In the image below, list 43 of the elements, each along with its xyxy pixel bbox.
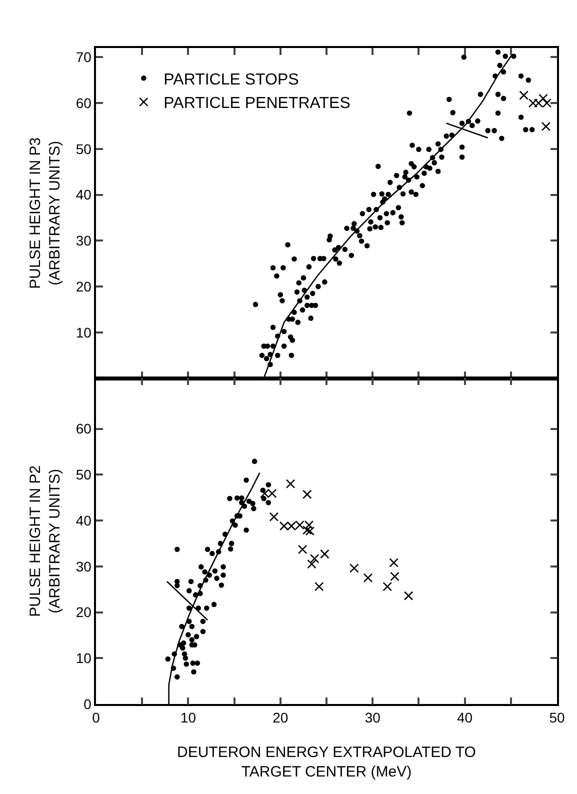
x-tick-label: 20	[272, 710, 288, 726]
y-tick-label: 30	[76, 232, 92, 249]
point	[314, 582, 324, 592]
y-tick-label: 10	[76, 650, 92, 666]
y-tick-label: 20	[76, 278, 92, 294]
point	[363, 573, 373, 582]
point	[404, 591, 414, 600]
y-tick-label: 0	[84, 696, 92, 712]
x-tick-label: 50	[549, 710, 565, 726]
point	[382, 582, 392, 592]
point	[390, 572, 400, 582]
y-tick-label: 30	[76, 558, 92, 574]
point	[541, 122, 551, 132]
y-tick-label: 50	[76, 140, 92, 157]
legend-label: PARTICLE PENETRATES	[164, 95, 350, 112]
point	[320, 549, 330, 559]
x-tick-label: 30	[364, 710, 381, 726]
y-tick-label: 60	[76, 94, 92, 111]
point	[310, 554, 320, 564]
y-tick-label: 40	[76, 186, 92, 203]
point	[538, 94, 548, 104]
y-tick-label: 60	[76, 420, 92, 437]
y-tick-label: 50	[76, 466, 92, 483]
legend-label: PARTICLE STOPS	[164, 71, 299, 88]
point	[389, 558, 398, 568]
x-axis-title: DEUTERON ENERGY EXTRAPOLATED TO TARGET CENTER (MeV)	[177, 744, 476, 781]
point	[307, 559, 316, 569]
point	[286, 479, 296, 488]
point	[350, 564, 359, 573]
point	[298, 544, 308, 554]
x-tick-label: 10	[180, 710, 196, 726]
point	[269, 512, 279, 522]
y-tick-label: 70	[76, 49, 92, 66]
y-tick-label: 10	[76, 324, 92, 340]
y-tick-label: 40	[76, 512, 92, 528]
point	[302, 525, 312, 535]
y-tick-label: 20	[76, 604, 92, 620]
y-axis-title: PULSE HEIGHT IN P2 (ARBITRARY UNITS)	[27, 465, 64, 617]
point	[305, 526, 315, 536]
point	[519, 90, 528, 100]
y-axis-title: PULSE HEIGHT IN P3 (ARBITRARY UNITS)	[27, 137, 64, 289]
x-tick-label: 40	[457, 710, 473, 726]
point	[302, 490, 312, 500]
